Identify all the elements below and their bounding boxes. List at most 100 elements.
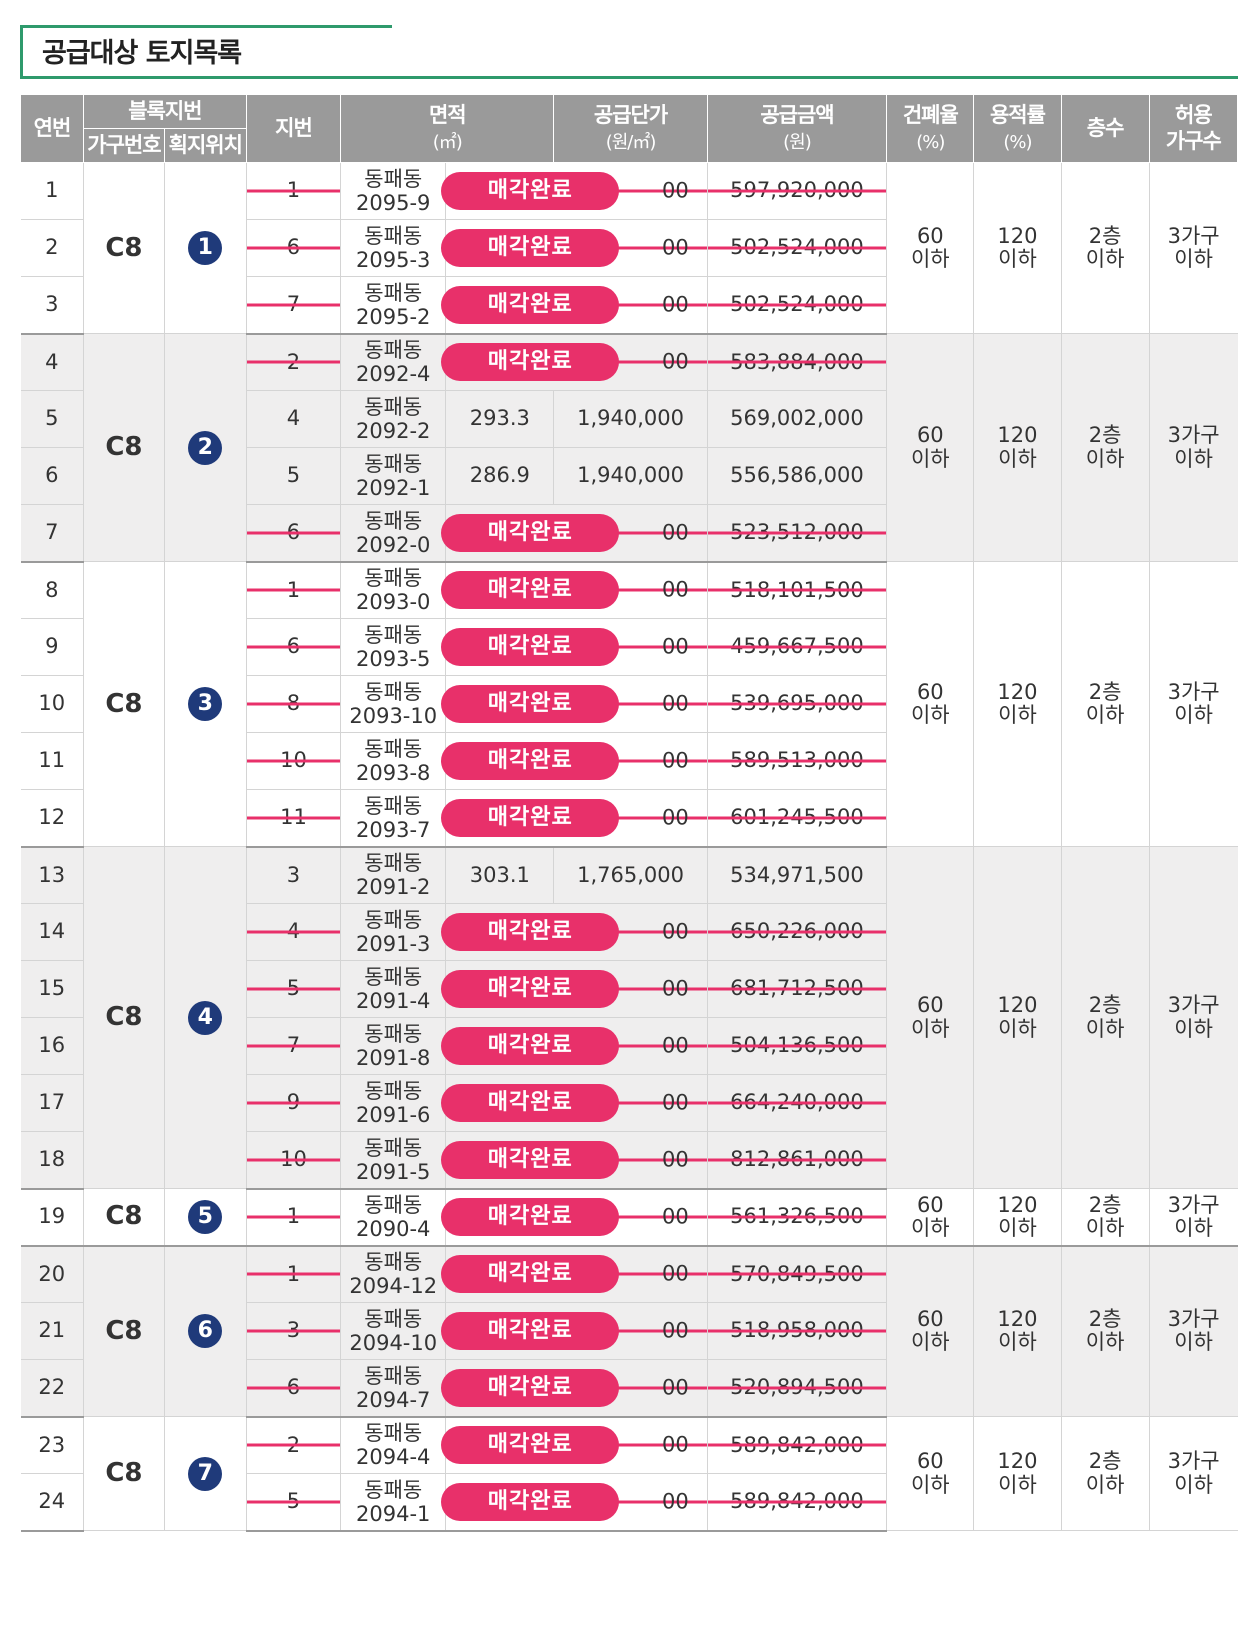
amount-cell: 556,586,000 [707, 447, 888, 505]
sold-badge: 매각완료 [441, 798, 620, 837]
header-floors: 층수 [1060, 94, 1150, 163]
far-cell: 120 이하 [973, 1188, 1062, 1247]
unit-price-fragment: 00 [661, 691, 689, 716]
block-code: C8 [105, 1002, 143, 1033]
unit-price-fragment: 00 [661, 292, 689, 317]
area-price-cell: 00 매각완료 [441, 219, 708, 277]
row-no: 17 [20, 1074, 84, 1132]
unit-price-fragment: 00 [661, 178, 689, 203]
lot-position: 2 [246, 333, 342, 391]
sold-badge: 매각완료 [441, 1084, 620, 1122]
amount-cell: 681,712,500 [707, 960, 888, 1018]
row-no: 1 [20, 162, 84, 220]
amount-cell: 583,884,000 [707, 333, 888, 391]
unit-price-fragment: 00 [661, 748, 689, 773]
block-code: C8 [105, 688, 143, 719]
area-price-cell: 00 매각완료 [441, 1131, 708, 1190]
amount-cell: 502,524,000 [707, 219, 888, 277]
row-no: 24 [20, 1473, 84, 1532]
sold-badge: 매각완료 [441, 172, 620, 210]
jibun-cell: 동패동 2091-3 [340, 903, 447, 961]
header-household-no: 가구번호 [83, 128, 165, 163]
coverage-cell: 60 이하 [886, 333, 975, 562]
lot-position: 6 [246, 618, 342, 676]
sold-badge: 매각완료 [441, 1482, 620, 1521]
row-no: 16 [20, 1017, 84, 1075]
households-cell: 3가구 이하 [1149, 333, 1238, 562]
sold-badge: 매각완료 [441, 970, 620, 1008]
lot-position: 6 [246, 504, 342, 563]
jibun-cell: 동패동 2092-1 [340, 447, 447, 505]
area-price-cell: 00 매각완료 [441, 903, 708, 961]
household-number-badge: 7 [188, 1456, 223, 1491]
sold-badge: 매각완료 [441, 229, 620, 267]
household-cell: 7 [164, 1416, 247, 1531]
unit-price-fragment: 00 [661, 1147, 689, 1172]
amount-cell: 539,695,000 [707, 675, 888, 733]
household-number-badge: 2 [188, 430, 223, 465]
households-cell: 3가구 이하 [1149, 561, 1238, 847]
area-price-cell: 00 매각완료 [441, 1074, 708, 1132]
table-row: 16 7 동패동 2091-8 00 매각완료 504,136,500 [20, 1017, 1238, 1075]
households-cell: 3가구 이하 [1149, 1188, 1238, 1247]
row-no: 7 [20, 504, 84, 563]
row-no: 20 [20, 1245, 84, 1303]
jibun-cell: 동패동 2092-4 [340, 333, 447, 391]
amount-cell: 589,842,000 [707, 1416, 888, 1474]
title-underline [20, 76, 1238, 79]
jibun-cell: 동패동 2091-5 [340, 1131, 447, 1190]
row-no: 6 [20, 447, 84, 505]
lot-position: 7 [246, 276, 342, 335]
area-price-cell: 00 매각완료 [441, 618, 708, 676]
header-lot-position: 획지위치 [163, 128, 247, 163]
far-cell: 120 이하 [973, 333, 1062, 562]
amount-cell: 664,240,000 [707, 1074, 888, 1132]
jibun-cell: 동패동 2095-2 [340, 276, 447, 335]
sold-badge: 매각완료 [441, 1140, 620, 1179]
row-no: 14 [20, 903, 84, 961]
floors-cell: 2층 이하 [1061, 846, 1150, 1189]
table-row: 23 C8 7 2 동패동 2094-4 00 매각완료 589,842,000 60 이하 120 이… [20, 1416, 1238, 1531]
table-row: 17 9 동패동 2091-6 00 매각완료 664,240,000 [20, 1074, 1238, 1132]
block-cell: C8 [83, 1416, 165, 1531]
amount-cell: 520,894,500 [707, 1359, 888, 1418]
area-price-cell: 00 매각완료 [441, 162, 708, 220]
household-cell: 4 [164, 846, 247, 1189]
block-cell: C8 [83, 1245, 165, 1417]
jibun-cell: 동패동 2093-10 [340, 675, 447, 733]
household-cell: 3 [164, 561, 247, 847]
row-no: 22 [20, 1359, 84, 1418]
area-price-cell: 00 매각완료 [441, 1416, 708, 1474]
lot-position: 5 [246, 960, 342, 1018]
unit-price-fragment: 00 [661, 1261, 689, 1286]
area-price-cell: 00 매각완료 [441, 675, 708, 733]
row-no: 23 [20, 1416, 84, 1474]
lot-position: 10 [246, 732, 342, 790]
household-cell: 5 [164, 1188, 247, 1247]
amount-cell: 570,849,500 [707, 1245, 888, 1303]
households-cell: 3가구 이하 [1149, 1245, 1238, 1417]
coverage-cell: 60 이하 [886, 846, 975, 1189]
jibun-cell: 동패동 2094-1 [340, 1473, 447, 1532]
row-no: 15 [20, 960, 84, 1018]
sold-badge: 매각완료 [441, 742, 620, 780]
jibun-cell: 동패동 2094-7 [340, 1359, 447, 1418]
header-coverage: 건폐율 (%) [886, 94, 975, 163]
household-cell: 2 [164, 333, 247, 562]
area-price-cell: 00 매각완료 [441, 333, 708, 391]
households-cell: 3가구 이하 [1149, 162, 1238, 334]
unit-price-fragment: 00 [661, 577, 689, 602]
area-price-cell: 00 매각완료 [441, 732, 708, 790]
sold-badge: 매각완료 [441, 685, 620, 723]
unit-price-fragment: 00 [661, 235, 689, 260]
table-row: 22 6 동패동 2094-7 00 매각완료 520,894,500 [20, 1359, 1238, 1418]
household-number-badge: 1 [188, 231, 223, 265]
page-title: 공급대상 토지목록 [42, 38, 242, 69]
jibun-cell: 동패동 2095-3 [340, 219, 447, 277]
unit-price-fragment: 00 [661, 349, 689, 374]
jibun-cell: 동패동 2092-0 [340, 504, 447, 563]
area-price-cell: 00 매각완료 [441, 1017, 708, 1075]
household-number-badge: 5 [188, 1199, 223, 1234]
amount-cell: 589,513,000 [707, 732, 888, 790]
block-code: C8 [105, 1315, 143, 1346]
